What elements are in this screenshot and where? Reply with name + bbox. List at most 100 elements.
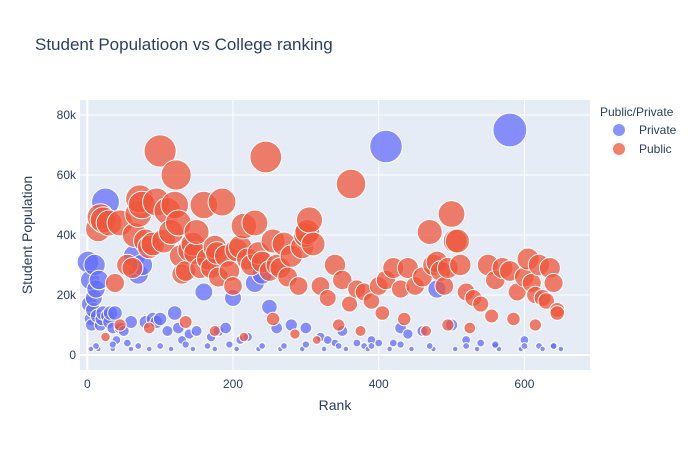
data-point-public[interactable]: [142, 321, 156, 335]
data-point-private[interactable]: [557, 345, 565, 353]
data-point-private[interactable]: [167, 345, 175, 353]
data-point-public[interactable]: [484, 308, 500, 324]
data-point-private[interactable]: [194, 282, 214, 302]
data-point-public[interactable]: [300, 231, 326, 257]
data-point-private[interactable]: [166, 305, 183, 321]
data-point-private[interactable]: [127, 345, 135, 353]
legend-item-public[interactable]: Public: [613, 142, 672, 156]
data-point-private[interactable]: [549, 342, 558, 350]
data-point-private[interactable]: [161, 324, 174, 338]
data-point-private[interactable]: [280, 342, 288, 350]
data-point-public[interactable]: [178, 315, 193, 329]
data-point-private[interactable]: [134, 342, 143, 350]
data-point-public[interactable]: [104, 272, 126, 294]
data-point-private[interactable]: [219, 321, 233, 335]
data-point-private[interactable]: [476, 338, 486, 348]
data-point-public[interactable]: [289, 328, 301, 340]
data-point-public[interactable]: [537, 292, 556, 310]
data-point-private[interactable]: [408, 345, 415, 353]
data-point-private[interactable]: [258, 342, 267, 350]
data-point-public[interactable]: [335, 168, 367, 200]
data-point-public[interactable]: [223, 276, 243, 296]
data-point-private[interactable]: [145, 345, 153, 353]
data-point-private[interactable]: [181, 340, 190, 349]
data-point-public[interactable]: [318, 288, 337, 308]
data-point-public[interactable]: [528, 318, 543, 332]
data-point-private[interactable]: [301, 340, 311, 349]
data-point-public[interactable]: [208, 324, 221, 338]
series-private: [76, 112, 565, 353]
x-tick-label: 600: [514, 377, 534, 391]
data-point-public[interactable]: [207, 187, 237, 217]
data-point-public[interactable]: [506, 311, 521, 327]
data-point-private[interactable]: [107, 305, 123, 321]
data-point-public[interactable]: [121, 256, 144, 280]
data-point-public[interactable]: [374, 305, 391, 321]
data-point-private[interactable]: [402, 328, 414, 340]
data-point-private[interactable]: [334, 342, 343, 350]
data-point-private[interactable]: [425, 342, 434, 350]
data-point-public[interactable]: [472, 295, 490, 313]
data-point-public[interactable]: [441, 318, 455, 332]
data-point-public[interactable]: [183, 219, 210, 245]
data-point-private[interactable]: [189, 345, 197, 353]
data-point-public[interactable]: [143, 134, 177, 168]
data-point-private[interactable]: [374, 338, 384, 348]
data-point-public[interactable]: [160, 159, 192, 191]
data-point-private[interactable]: [386, 345, 393, 353]
data-point-private[interactable]: [520, 342, 529, 350]
data-point-public[interactable]: [113, 318, 127, 332]
data-point-private[interactable]: [92, 342, 100, 350]
legend-item-private[interactable]: Private: [613, 123, 677, 137]
data-point-public[interactable]: [332, 269, 353, 291]
data-point-public[interactable]: [549, 305, 566, 321]
data-point-private[interactable]: [491, 340, 500, 349]
data-point-public[interactable]: [100, 331, 111, 343]
data-point-private[interactable]: [190, 324, 203, 338]
data-point-public[interactable]: [444, 228, 470, 254]
data-point-private[interactable]: [122, 338, 132, 348]
data-point-private[interactable]: [342, 345, 350, 353]
data-point-private[interactable]: [367, 342, 376, 350]
data-point-private[interactable]: [462, 342, 471, 350]
data-point-public[interactable]: [249, 140, 283, 174]
data-point-public[interactable]: [437, 200, 466, 228]
data-point-public[interactable]: [463, 321, 477, 335]
data-point-private[interactable]: [352, 338, 362, 348]
data-point-public[interactable]: [241, 209, 269, 237]
data-point-private[interactable]: [211, 345, 219, 353]
data-point-private[interactable]: [108, 340, 117, 349]
data-point-public[interactable]: [396, 311, 412, 327]
data-points: [76, 112, 566, 353]
data-point-public[interactable]: [331, 318, 346, 332]
data-point-private[interactable]: [156, 342, 165, 350]
data-point-public[interactable]: [449, 253, 472, 277]
data-point-private[interactable]: [473, 345, 481, 353]
data-point-public[interactable]: [420, 324, 433, 338]
data-point-private[interactable]: [152, 311, 168, 327]
data-point-public[interactable]: [362, 292, 381, 310]
data-point-private[interactable]: [320, 345, 328, 353]
data-point-private[interactable]: [299, 321, 313, 335]
x-axis-title: Rank: [319, 397, 353, 413]
data-point-public[interactable]: [416, 219, 443, 245]
data-point-public[interactable]: [434, 276, 455, 296]
data-point-public[interactable]: [288, 276, 309, 296]
data-point-private[interactable]: [396, 340, 405, 349]
data-point-public[interactable]: [295, 206, 324, 234]
data-point-private[interactable]: [492, 112, 528, 148]
data-point-private[interactable]: [203, 342, 212, 350]
data-point-public[interactable]: [354, 324, 367, 338]
data-point-public[interactable]: [311, 335, 322, 345]
data-point-private[interactable]: [388, 338, 398, 348]
data-point-public[interactable]: [543, 272, 564, 294]
data-point-private[interactable]: [451, 345, 459, 353]
data-point-private[interactable]: [369, 129, 403, 164]
series-public: [85, 134, 566, 345]
data-point-private[interactable]: [225, 340, 234, 349]
data-point-private[interactable]: [539, 345, 546, 353]
data-point-private[interactable]: [233, 345, 240, 353]
data-point-public[interactable]: [238, 331, 250, 343]
data-point-public[interactable]: [265, 311, 281, 327]
data-point-public[interactable]: [341, 295, 359, 313]
